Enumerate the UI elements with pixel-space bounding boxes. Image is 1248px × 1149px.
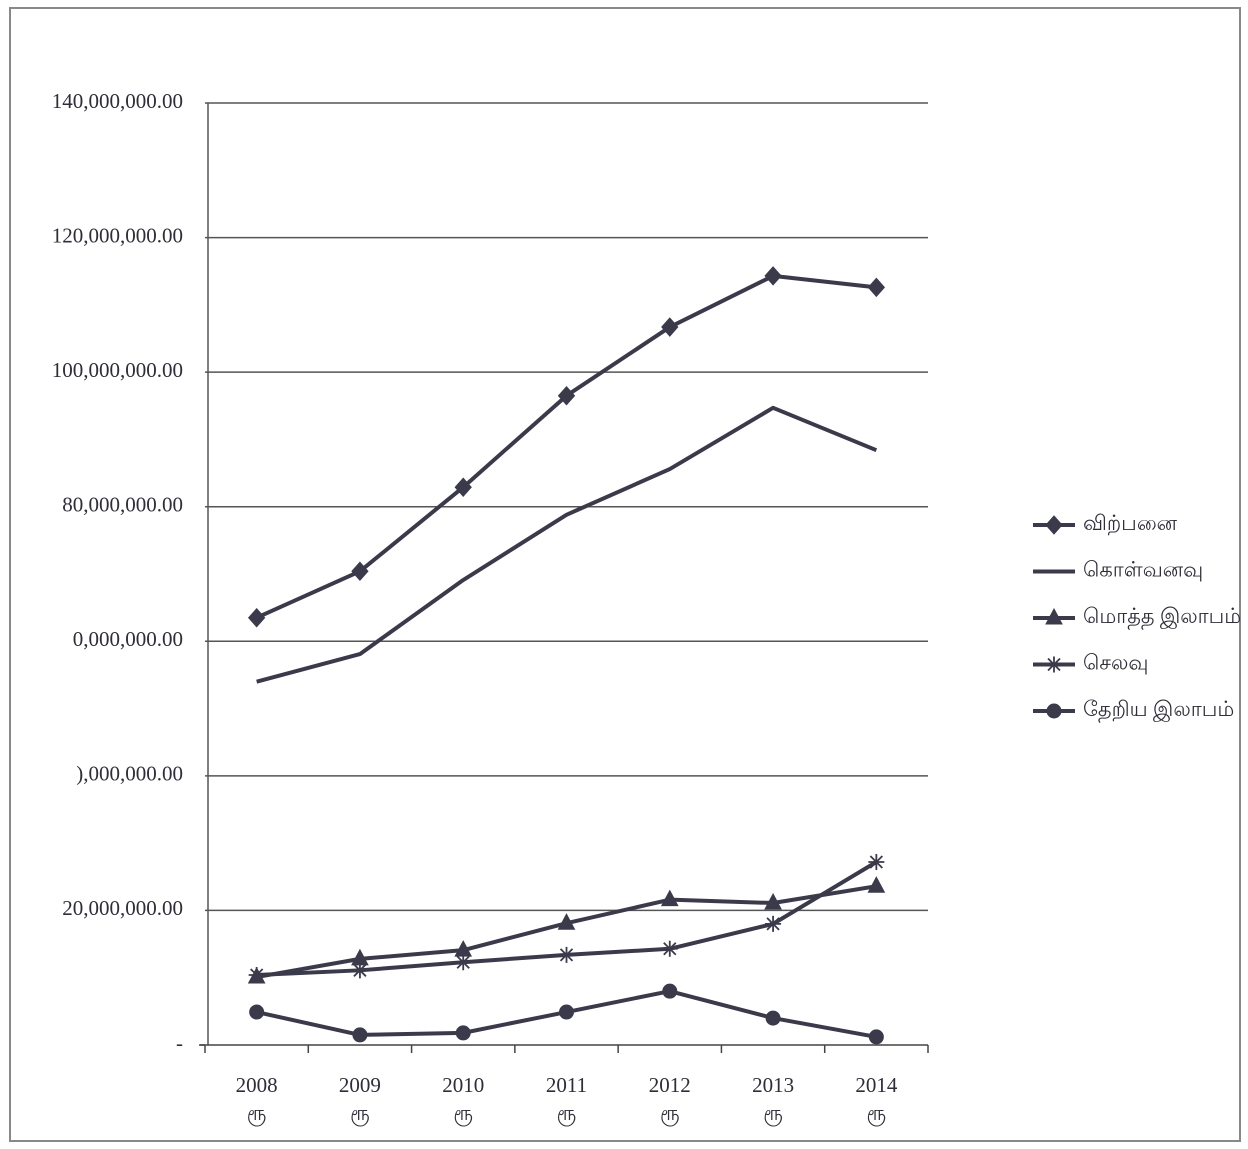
legend-label: மொத்த இலாபம் — [1083, 604, 1241, 630]
marker — [660, 889, 679, 907]
marker — [1045, 607, 1063, 625]
marker — [454, 477, 472, 497]
marker — [1046, 656, 1062, 673]
marker — [765, 915, 782, 932]
marker — [868, 1029, 884, 1045]
marker — [1045, 515, 1063, 535]
marker — [352, 1027, 368, 1043]
marker — [661, 317, 679, 337]
marker — [249, 1004, 265, 1020]
y-tick-label: - — [176, 1031, 183, 1055]
x-tick-label: 2013 ரூ — [752, 1073, 795, 1125]
x-tick-label: 2010 ரூ — [442, 1073, 485, 1125]
marker — [351, 962, 368, 979]
marker — [557, 385, 576, 406]
marker — [764, 892, 782, 910]
y-tick-label: 20,000,000.00 — [62, 896, 183, 920]
marker — [351, 561, 369, 582]
x-tick-label: 2014 ரூ — [855, 1073, 898, 1125]
marker — [661, 940, 678, 957]
marker — [868, 853, 885, 870]
x-tick-label: 2011 ரூ — [545, 1073, 588, 1125]
marker — [455, 1025, 471, 1041]
frame — [9, 7, 1241, 1142]
legend-label: கொள்வனவு — [1083, 557, 1203, 581]
marker — [455, 954, 472, 971]
x-tick-label: 2012 ரூ — [648, 1073, 691, 1125]
marker — [662, 983, 678, 999]
marker — [558, 946, 575, 963]
marker — [248, 967, 265, 984]
marker — [764, 266, 782, 286]
marker — [765, 1010, 781, 1026]
marker — [559, 1004, 574, 1020]
legend-label: விற்பனை — [1083, 511, 1178, 535]
y-tick-label: 100,000,000.00 — [52, 358, 183, 382]
series-line — [256, 405, 878, 684]
marker — [867, 876, 886, 893]
marker — [1046, 703, 1062, 719]
series-line — [255, 273, 877, 620]
y-tick-label: 140,000,000.00 — [52, 89, 183, 113]
x-tick-label: 2009 ரூ — [338, 1073, 381, 1125]
series-line — [256, 884, 877, 980]
legend-label: செலவு — [1083, 650, 1149, 674]
marker — [867, 277, 886, 298]
marker — [557, 913, 576, 930]
x-tick-label: 2008 ரூ — [235, 1073, 278, 1125]
legend-label: தேறிய இலாபம் — [1083, 697, 1234, 723]
marker — [247, 607, 266, 628]
y-tick-label: 80,000,000.00 — [62, 493, 183, 517]
y-tick-label: 120,000,000.00 — [52, 223, 183, 247]
y-tick-label: ),000,000.00 — [76, 762, 183, 786]
y-tick-label: 0,000,000.00 — [73, 627, 183, 651]
